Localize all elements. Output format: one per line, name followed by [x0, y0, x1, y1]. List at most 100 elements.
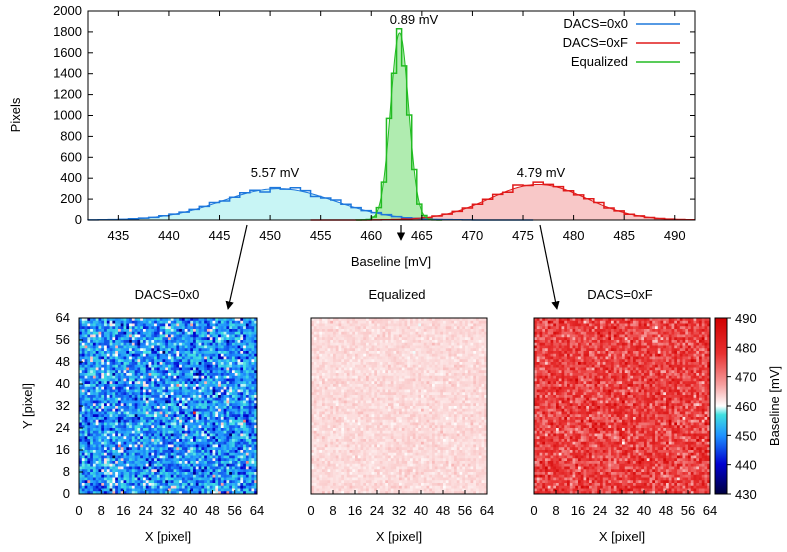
map-cell	[148, 362, 152, 366]
map-cell	[92, 455, 96, 459]
map-cell	[81, 359, 85, 363]
map-cell	[451, 323, 455, 327]
map-cell	[81, 323, 85, 327]
map-cell	[109, 362, 113, 366]
map-cell	[360, 326, 364, 330]
map-cell	[396, 337, 400, 341]
map-cell	[162, 323, 166, 327]
map-cell	[226, 450, 230, 454]
map-cell	[142, 323, 147, 327]
map-cell	[237, 345, 241, 349]
map-cell	[179, 436, 183, 440]
map-cell	[140, 439, 144, 443]
map-cell	[129, 452, 133, 456]
map-cell	[101, 444, 105, 448]
map-cell	[226, 463, 230, 467]
map-cell	[170, 408, 174, 412]
map-cell	[117, 414, 122, 418]
map-cell	[115, 433, 119, 437]
map-cell	[193, 430, 197, 434]
map-cell	[220, 414, 224, 418]
map-cell	[245, 375, 249, 379]
map-cell	[98, 370, 102, 374]
map-cell	[341, 331, 345, 335]
map-cell	[421, 337, 425, 341]
map-cell	[190, 318, 194, 322]
map-cell	[234, 480, 238, 484]
map-cell	[234, 422, 238, 426]
map-cell	[117, 444, 122, 448]
map-cell	[92, 340, 96, 344]
map-cell	[159, 397, 163, 401]
map-cell	[117, 458, 122, 462]
map-cell	[84, 334, 88, 338]
map-cell	[165, 480, 169, 484]
map-cell	[112, 337, 116, 341]
map-cell	[223, 348, 227, 352]
map-cell	[101, 356, 105, 360]
map-cell	[142, 406, 147, 410]
map-cell	[251, 428, 255, 432]
map-cell	[407, 348, 411, 352]
map-cell	[90, 474, 94, 478]
map-cell	[198, 345, 202, 349]
map-cell	[206, 362, 211, 366]
map-cell	[154, 447, 158, 451]
map-cell	[223, 342, 227, 346]
map-cell	[159, 326, 163, 330]
map-cell	[181, 400, 185, 404]
map-cell	[201, 392, 205, 396]
map-cell	[206, 419, 211, 423]
map-cell	[234, 381, 238, 385]
map-cell	[115, 444, 119, 448]
map-cell	[421, 348, 425, 352]
map-cell	[201, 397, 205, 401]
map-cell	[126, 447, 130, 451]
map-cell	[251, 318, 255, 322]
map-cell	[176, 351, 180, 355]
map-cell	[209, 430, 213, 434]
map-cell	[415, 345, 419, 349]
map-cell	[126, 367, 130, 371]
map-cell	[429, 334, 433, 338]
map-cell	[104, 474, 108, 478]
map-cell	[220, 367, 224, 371]
map-cell	[145, 469, 149, 473]
map-cell	[434, 329, 438, 333]
map-cell	[374, 326, 378, 330]
map-cell	[229, 433, 233, 437]
map-cell	[106, 444, 110, 448]
map-cell	[226, 370, 230, 374]
map-cell	[151, 367, 155, 371]
map-cell	[115, 483, 119, 487]
map-cell	[195, 345, 199, 349]
map-cell	[112, 395, 116, 399]
map-cell	[98, 389, 102, 393]
map-cell	[173, 381, 177, 385]
map-cell	[437, 348, 441, 352]
map-cell	[198, 392, 202, 396]
map-cell	[115, 323, 119, 327]
map-cell	[201, 458, 205, 462]
map-cell	[201, 447, 205, 451]
map-cell	[129, 378, 133, 382]
map-cell	[198, 461, 202, 465]
map-cell	[311, 340, 315, 344]
map-cell	[209, 461, 213, 465]
map-cell	[120, 458, 124, 462]
map-cell	[440, 323, 444, 327]
map-cell	[112, 450, 116, 454]
map-cell	[112, 375, 116, 379]
map-cell	[123, 326, 127, 330]
map-cell	[162, 403, 166, 407]
map-cell	[333, 342, 337, 346]
map-cell	[137, 480, 141, 484]
map-cell	[168, 488, 172, 492]
map-cell	[104, 436, 108, 440]
map-cell	[81, 461, 85, 465]
map-cell	[198, 342, 202, 346]
map-cell	[243, 351, 247, 355]
map-x-tick-label: 40	[183, 503, 197, 518]
map-cell	[234, 463, 238, 467]
map-cell	[79, 444, 83, 448]
